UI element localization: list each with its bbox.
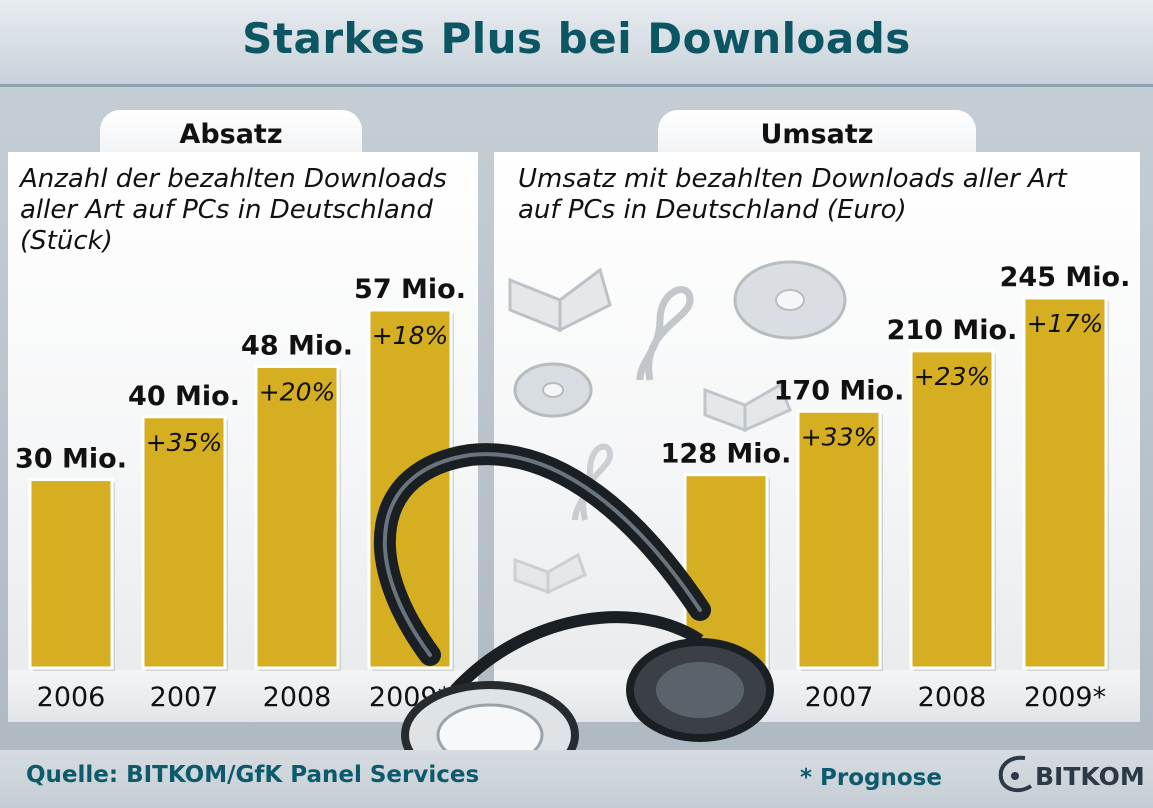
growth-label-umsatz-2: +23%: [914, 362, 991, 391]
value-label-umsatz-1: 170 Mio.: [774, 375, 905, 406]
x-tick-umsatz-2: 2008: [918, 682, 987, 713]
bar-charts: 30 Mio. 2006 40 Mio. +35% 2007 48 Mio. +20% 200…: [15, 260, 1131, 750]
subtitle-umsatz-line-2: auf PCs in Deutschland (Euro): [518, 195, 907, 225]
growth-label-absatz-2: +20%: [259, 378, 336, 407]
subtitle-umsatz-line-1: Umsatz mit bezahlten Downloads aller Art: [518, 164, 1067, 194]
growth-label-absatz-3: +18%: [372, 321, 449, 350]
bar-absatz-2007: [141, 415, 227, 670]
bar-absatz-2006: [28, 478, 114, 670]
x-tick-absatz-0: 2006: [37, 682, 106, 713]
value-label-absatz-2: 48 Mio.: [241, 331, 353, 362]
value-label-umsatz-3: 245 Mio.: [1000, 262, 1131, 293]
bar-umsatz-2007: [796, 409, 882, 670]
subtitle-absatz-line-2: aller Art auf PCs in Deutschland: [20, 195, 433, 225]
book-icon: [508, 267, 612, 333]
bar-absatz-2008: [254, 365, 340, 670]
bar-umsatz-2008: [909, 349, 995, 670]
tab-absatz: Absatz: [100, 110, 362, 156]
axis-strip-umsatz: [494, 670, 1140, 722]
value-label-absatz-0: 30 Mio.: [15, 444, 127, 475]
value-label-absatz-1: 40 Mio.: [128, 381, 240, 412]
book-icon-faint: [513, 552, 587, 595]
subtitle-absatz-line-1: Anzahl der bezahlten Downloads: [20, 164, 447, 194]
treble-clef-icon: [636, 286, 694, 381]
book-icon-small: [703, 382, 792, 433]
axis-strip-absatz: [8, 670, 478, 722]
title-bar: [0, 0, 1153, 87]
subtitle-absatz-line-3: (Stück): [20, 226, 113, 256]
value-label-umsatz-0: 128 Mio.: [661, 439, 792, 470]
footnote-prognose: * Prognose: [800, 765, 942, 791]
bitkom-logo-text: BITKOM: [1035, 762, 1145, 791]
bitkom-logo-icon: [998, 755, 1033, 793]
headphones-icon: [373, 443, 774, 750]
source-credit: Quelle: BITKOM/GfK Panel Services: [26, 762, 480, 788]
subtitle-absatz: Anzahl der bezahlten Downloads aller Art…: [20, 164, 447, 257]
growth-label-umsatz-3: +17%: [1027, 309, 1104, 338]
x-tick-umsatz-1: 2007: [805, 682, 874, 713]
growth-label-absatz-1: +35%: [146, 428, 223, 457]
value-label-umsatz-2: 210 Mio.: [887, 315, 1018, 346]
value-label-absatz-3: 57 Mio.: [354, 274, 466, 305]
cd-icon-small: [513, 362, 593, 418]
tab-umsatz: Umsatz: [658, 110, 976, 156]
cd-icon: [733, 260, 847, 340]
subtitle-umsatz: Umsatz mit bezahlten Downloads aller Art…: [518, 164, 1067, 226]
page-title: Starkes Plus bei Downloads: [242, 14, 911, 63]
footer: [0, 750, 1153, 808]
x-tick-umsatz-3: 2009*: [1024, 682, 1106, 713]
bar-umsatz-2009: [1022, 296, 1108, 670]
growth-label-umsatz-1: +33%: [801, 422, 878, 451]
x-tick-absatz-1: 2007: [150, 682, 219, 713]
bar-group-absatz: 30 Mio. 2006 40 Mio. +35% 2007 48 Mio. +20% 200…: [15, 274, 466, 713]
x-tick-absatz-2: 2008: [263, 682, 332, 713]
